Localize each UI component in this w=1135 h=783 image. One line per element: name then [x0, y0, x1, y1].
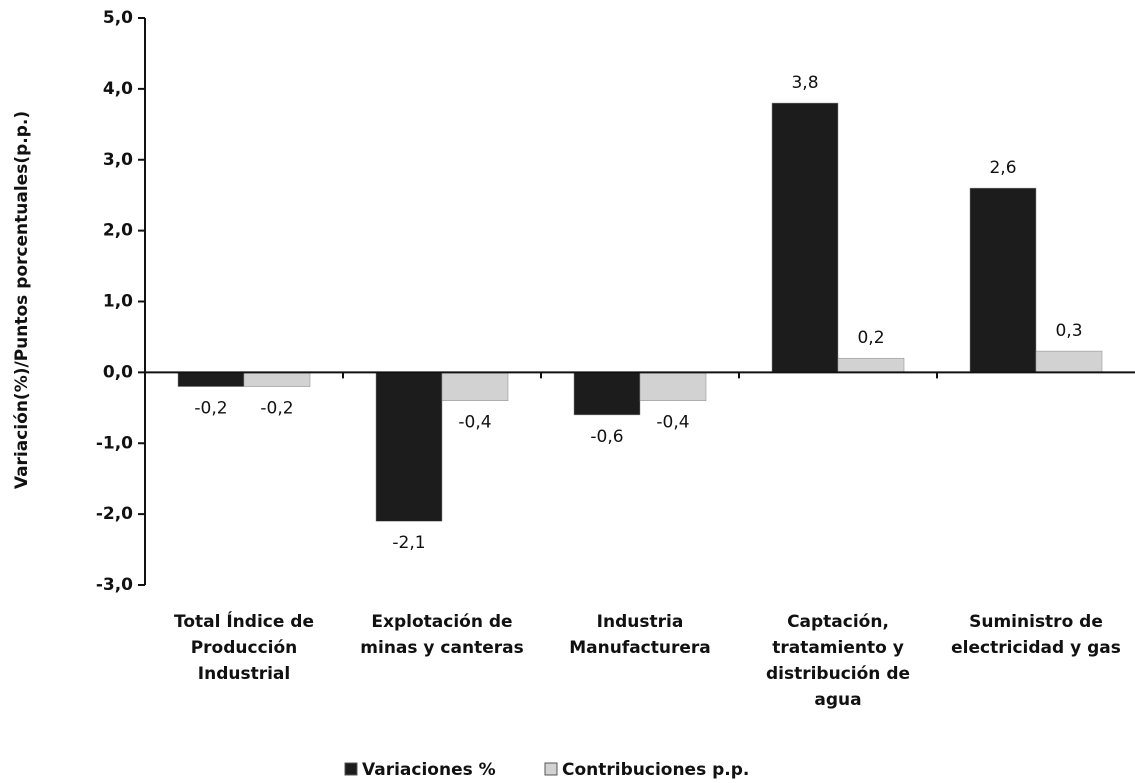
- bar: [1035, 350, 1103, 373]
- y-tick-label: -3,0: [96, 575, 133, 595]
- data-label: -0,2: [194, 399, 227, 419]
- bar: [837, 357, 905, 373]
- legend-label: Variaciones %: [362, 760, 496, 780]
- legend-label: Contribuciones p.p.: [562, 760, 749, 780]
- data-label: -0,6: [590, 427, 623, 447]
- y-tick-label: -1,0: [96, 433, 133, 453]
- data-label: -0,4: [656, 413, 689, 433]
- y-tick-label: 1,0: [103, 292, 133, 312]
- bar: [573, 372, 641, 416]
- data-label: 0,3: [1055, 321, 1082, 341]
- legend-swatch: [544, 762, 558, 776]
- data-label: -0,2: [260, 399, 293, 419]
- y-tick-label: 5,0: [103, 8, 133, 28]
- bar: [969, 187, 1037, 373]
- bar: [375, 372, 443, 522]
- data-label: 2,6: [989, 158, 1016, 178]
- y-tick-label: 0,0: [103, 362, 133, 382]
- x-tick-label: Industria Manufacturera: [569, 612, 711, 658]
- legend-swatch: [344, 762, 358, 776]
- y-tick-label: 4,0: [103, 79, 133, 99]
- data-label: 3,8: [791, 73, 818, 93]
- y-tick-label: 3,0: [103, 150, 133, 170]
- bar: [177, 372, 245, 387]
- data-label: -2,1: [392, 533, 425, 553]
- x-tick-label: Suministro de electricidad y gas: [951, 612, 1121, 658]
- y-tick-label: -2,0: [96, 504, 133, 524]
- x-tick-label: Explotación de minas y canteras: [360, 612, 523, 658]
- bar: [243, 372, 311, 387]
- y-axis-title: Variación(%)/Puntos porcentuales(p.p.): [12, 111, 32, 489]
- data-label: -0,4: [458, 413, 491, 433]
- bar: [441, 372, 509, 401]
- y-tick-label: 2,0: [103, 221, 133, 241]
- x-tick-label: Total Índice de Producción Industrial: [174, 610, 314, 684]
- data-label: 0,2: [857, 328, 884, 348]
- bar: [639, 372, 707, 401]
- x-tick-label: Captación, tratamiento y distribución de ag…: [766, 612, 910, 710]
- bar: [771, 102, 839, 373]
